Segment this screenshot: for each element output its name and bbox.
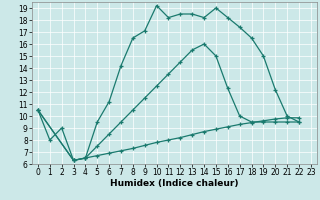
X-axis label: Humidex (Indice chaleur): Humidex (Indice chaleur) [110,179,239,188]
